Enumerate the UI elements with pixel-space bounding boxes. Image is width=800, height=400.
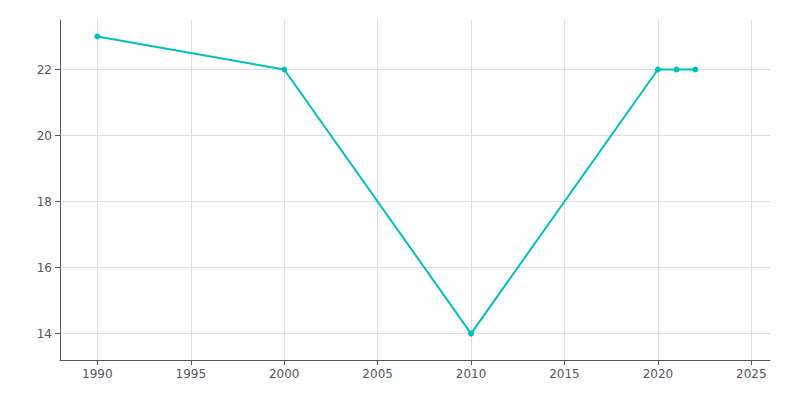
- svg-text:18: 18: [37, 195, 52, 209]
- svg-text:2010: 2010: [456, 367, 487, 381]
- svg-text:2000: 2000: [269, 367, 300, 381]
- svg-text:1990: 1990: [82, 367, 113, 381]
- svg-text:22: 22: [37, 63, 52, 77]
- svg-text:14: 14: [37, 327, 52, 341]
- svg-text:20: 20: [37, 129, 52, 143]
- svg-text:1995: 1995: [176, 367, 207, 381]
- svg-text:2025: 2025: [736, 367, 767, 381]
- svg-text:2015: 2015: [549, 367, 580, 381]
- svg-text:2005: 2005: [362, 367, 393, 381]
- svg-text:2020: 2020: [643, 367, 674, 381]
- svg-text:16: 16: [37, 261, 52, 275]
